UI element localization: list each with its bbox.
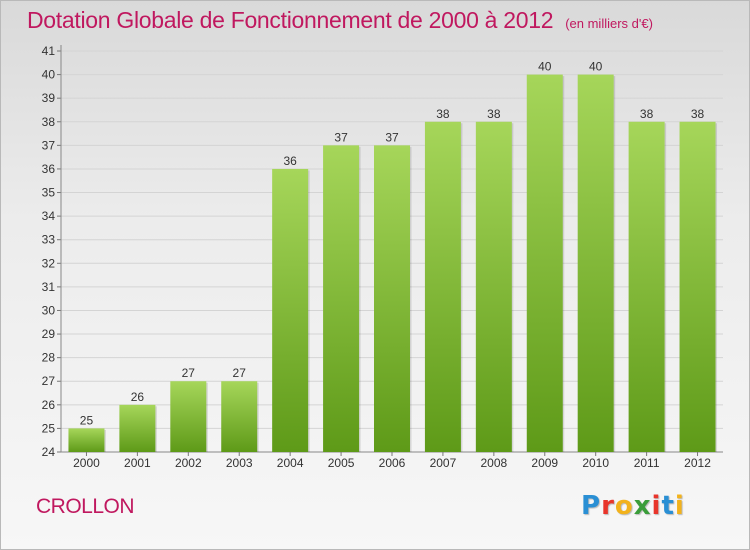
value-label: 40 — [589, 60, 603, 74]
y-tick-label: 40 — [42, 68, 56, 82]
y-tick-label: 29 — [42, 327, 56, 341]
y-tick-label: 31 — [42, 280, 56, 294]
value-label: 40 — [538, 60, 552, 74]
x-tick-label: 2009 — [531, 456, 558, 470]
bar-2012 — [679, 121, 716, 452]
value-label: 38 — [691, 107, 705, 121]
x-tick-label: 2010 — [582, 456, 609, 470]
x-tick-label: 2012 — [684, 456, 711, 470]
logo-letter: t — [661, 491, 675, 521]
x-tick-labels: 2000 2001 2002 2003 2004 2005 2006 2007 2008 2009… — [73, 452, 711, 470]
y-tick-label: 39 — [42, 91, 56, 105]
y-tick-label: 34 — [42, 209, 56, 223]
bar-2007 — [424, 121, 461, 452]
bar-2008 — [475, 121, 512, 452]
y-tick-label: 41 — [42, 44, 56, 58]
value-label: 25 — [80, 413, 94, 427]
value-label: 38 — [640, 107, 654, 121]
value-label: 37 — [334, 130, 348, 144]
value-label: 36 — [283, 154, 297, 168]
bar-2010 — [577, 74, 614, 453]
logo-letter: x — [633, 491, 652, 521]
y-tick-labels: 24 25 26 27 28 29 30 31 32 33 34 35 36 37 38 39 40 41 — [42, 44, 56, 459]
y-tick-label: 38 — [42, 115, 56, 129]
bar-2003 — [221, 381, 258, 452]
chart-title: Dotation Globale de Fonctionnement de 20… — [27, 7, 554, 33]
chart-subtitle: (en milliers d'€) — [565, 16, 653, 31]
y-tick-label: 37 — [42, 138, 56, 152]
x-tick-label: 2000 — [73, 456, 100, 470]
logo-letter: i — [651, 491, 662, 521]
x-tick-label: 2007 — [430, 456, 457, 470]
y-tick-label: 28 — [42, 351, 56, 365]
value-label: 26 — [131, 390, 145, 404]
bar-2004 — [272, 168, 309, 453]
bar-2006 — [374, 145, 410, 452]
value-label: 38 — [436, 107, 450, 121]
x-tick-label: 2011 — [634, 456, 660, 470]
logo-letter: o — [614, 491, 634, 521]
y-tick-label: 32 — [42, 256, 56, 270]
bars — [68, 74, 718, 453]
y-tick-label: 33 — [42, 233, 56, 247]
bar-2011 — [628, 121, 665, 452]
chart-title-area: Dotation Globale de Fonctionnement de 20… — [27, 7, 653, 34]
bar-2005 — [323, 145, 360, 452]
bar-2009 — [526, 74, 563, 453]
value-labels: 25 26 27 27 36 37 37 38 38 40 40 38 38 — [80, 60, 705, 428]
value-label: 27 — [182, 366, 196, 380]
value-label: 38 — [487, 107, 501, 121]
x-tick-label: 2008 — [480, 456, 507, 470]
x-tick-label: 2005 — [328, 456, 355, 470]
y-tick-label: 25 — [42, 421, 56, 435]
bar-2002 — [170, 381, 207, 452]
value-label: 37 — [385, 130, 399, 144]
y-tick-label: 26 — [42, 398, 56, 412]
logo-letter: P — [581, 491, 602, 521]
logo-letter: i — [674, 491, 685, 521]
y-tick-label: 36 — [42, 162, 56, 176]
bar-2000 — [68, 428, 105, 452]
x-tick-label: 2001 — [124, 456, 151, 470]
x-tick-label: 2002 — [175, 456, 202, 470]
x-tick-label: 2003 — [226, 456, 253, 470]
x-tick-label: 2006 — [379, 456, 406, 470]
value-label: 27 — [233, 366, 247, 380]
proxiti-logo[interactable]: Proxiti — [581, 491, 685, 521]
y-tick-label: 24 — [42, 445, 56, 459]
x-tick-label: 2004 — [277, 456, 304, 470]
y-tick-label: 30 — [42, 303, 56, 317]
commune-name: CROLLON — [36, 495, 135, 518]
y-tick-label: 35 — [42, 186, 56, 200]
bar-2001 — [119, 404, 156, 452]
y-tick-label: 27 — [42, 374, 56, 388]
logo-letter: r — [601, 491, 615, 521]
